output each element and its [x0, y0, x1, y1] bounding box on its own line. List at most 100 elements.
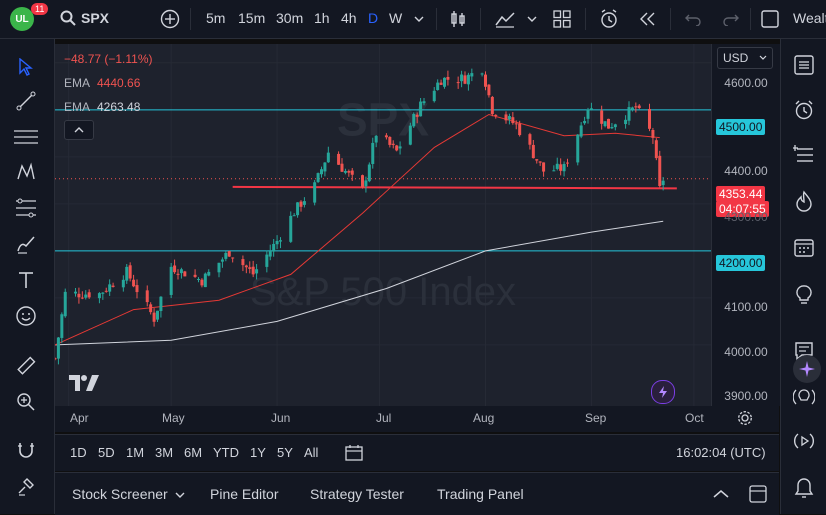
- candle-body: [217, 262, 221, 273]
- candle-body: [463, 75, 467, 84]
- watermark-name: S&P 500 Index: [250, 270, 516, 314]
- chevron-down-icon[interactable]: [414, 14, 424, 24]
- maximize-panel-icon[interactable]: [749, 485, 767, 503]
- candle-body: [200, 279, 204, 286]
- range-6m[interactable]: 6M: [184, 445, 203, 460]
- last-price-tag: 4353.44: [716, 186, 766, 202]
- range-3m[interactable]: 3M: [155, 445, 174, 460]
- undo-icon[interactable]: [684, 11, 702, 27]
- range-5y[interactable]: 5Y: [277, 445, 293, 460]
- candle-body: [480, 73, 484, 75]
- chart-pane[interactable]: SPX S&P 500 Index −48.77 (−1.11%) EMA 444…: [55, 44, 711, 406]
- candle-body: [227, 251, 231, 257]
- month-label: Sep: [585, 411, 607, 425]
- range-1m[interactable]: 1M: [126, 445, 145, 460]
- alarm-icon[interactable]: [792, 98, 816, 122]
- price-scale[interactable]: USD 4600.00 4500.00 4400.00 4353.44 04:0…: [711, 44, 780, 406]
- separator: [750, 8, 751, 30]
- calendar-icon[interactable]: [792, 235, 816, 259]
- range-all[interactable]: All: [304, 445, 319, 460]
- interval-30m[interactable]: 30m: [276, 10, 304, 26]
- candle-body: [504, 114, 508, 121]
- user-avatar[interactable]: UL: [10, 7, 34, 31]
- pattern-icon[interactable]: [15, 161, 37, 183]
- interval-4h[interactable]: 4h: [341, 10, 357, 26]
- range-1y[interactable]: 1Y: [250, 445, 266, 460]
- ema-fast-line: [55, 113, 660, 346]
- price-chart[interactable]: SPX S&P 500 Index: [55, 44, 711, 406]
- add-symbol-icon[interactable]: [160, 9, 180, 29]
- range-5d[interactable]: 5D: [98, 445, 115, 460]
- month-label: Aug: [473, 411, 495, 425]
- horizontal-lines-icon[interactable]: [14, 126, 38, 148]
- candle-body: [364, 180, 368, 187]
- range-bar: 1D 5D 1M 3M 6M YTD 1Y 5Y All 16:02:04 (U…: [55, 434, 779, 471]
- candle-body: [398, 146, 402, 149]
- candle-body: [203, 273, 207, 288]
- hotlist-icon[interactable]: [792, 189, 816, 213]
- tab-pine-editor[interactable]: Pine Editor: [210, 486, 279, 502]
- range-ytd[interactable]: YTD: [213, 445, 239, 460]
- collapse-legend-button[interactable]: [64, 120, 94, 140]
- replay-icon[interactable]: [638, 10, 658, 28]
- tab-strategy-tester[interactable]: Strategy Tester: [310, 486, 404, 502]
- text-icon[interactable]: [15, 269, 37, 291]
- candle-body: [296, 202, 300, 216]
- workspace-label[interactable]: Wealt: [793, 10, 826, 26]
- fullscreen-icon[interactable]: [761, 10, 779, 28]
- interval-1h[interactable]: 1h: [314, 10, 330, 26]
- candle-body: [490, 96, 494, 115]
- layouts-icon[interactable]: [552, 9, 572, 29]
- ruler-icon[interactable]: [15, 355, 37, 377]
- emoji-icon[interactable]: [15, 305, 37, 327]
- cursor-icon[interactable]: [15, 56, 37, 78]
- tab-stock-screener[interactable]: Stock Screener: [72, 486, 168, 502]
- ai-assistant-icon[interactable]: [793, 355, 821, 383]
- brush-icon[interactable]: [15, 233, 37, 255]
- redo-icon[interactable]: [722, 11, 740, 27]
- symbol-label[interactable]: SPX: [81, 10, 110, 26]
- candles-icon[interactable]: [448, 9, 468, 29]
- candle-body: [528, 134, 532, 145]
- search-icon[interactable]: [60, 10, 76, 26]
- signals-icon[interactable]: [792, 385, 816, 409]
- interval-d[interactable]: D: [368, 10, 379, 26]
- zoom-icon[interactable]: [15, 391, 37, 413]
- candle-body: [244, 265, 248, 268]
- candle-body: [87, 292, 91, 298]
- indicators-icon[interactable]: [494, 9, 516, 29]
- fib-icon[interactable]: [14, 197, 38, 219]
- ideas-icon[interactable]: [792, 283, 816, 307]
- month-label: Jul: [376, 411, 392, 425]
- chevron-down-icon[interactable]: [175, 490, 185, 500]
- watchlist-icon[interactable]: [792, 53, 816, 77]
- magnet-icon[interactable]: [15, 439, 37, 461]
- streams-icon[interactable]: [792, 429, 816, 453]
- lock-drawings-icon[interactable]: [15, 475, 37, 497]
- object-tree-icon[interactable]: [792, 143, 816, 167]
- trend-line-icon[interactable]: [15, 90, 37, 112]
- candle-body: [443, 77, 446, 87]
- ema2-label: EMA: [64, 100, 91, 114]
- candle-body: [275, 240, 279, 245]
- candle-body: [272, 243, 276, 252]
- alert-icon[interactable]: [598, 8, 620, 30]
- tradingview-logo[interactable]: [67, 373, 101, 393]
- tab-trading-panel[interactable]: Trading Panel: [437, 486, 524, 502]
- clock-label[interactable]: 16:02:04 (UTC): [676, 445, 766, 460]
- candle-body: [422, 101, 426, 104]
- notifications-icon[interactable]: [792, 476, 816, 500]
- interval-5m[interactable]: 5m: [206, 10, 226, 26]
- month-label: Apr: [70, 411, 89, 425]
- interval-w[interactable]: W: [389, 10, 403, 26]
- time-axis[interactable]: Apr May Jun Jul Aug Sep Oct: [55, 406, 779, 432]
- chevron-up-icon[interactable]: [711, 487, 731, 501]
- interval-15m[interactable]: 15m: [238, 10, 266, 26]
- lightning-icon[interactable]: [651, 380, 675, 404]
- candle-body: [316, 173, 320, 182]
- goto-date-icon[interactable]: [344, 443, 364, 463]
- range-1d[interactable]: 1D: [70, 445, 87, 460]
- currency-select[interactable]: USD: [717, 47, 773, 69]
- chart-settings-icon[interactable]: [736, 409, 754, 427]
- chevron-down-icon[interactable]: [527, 14, 537, 24]
